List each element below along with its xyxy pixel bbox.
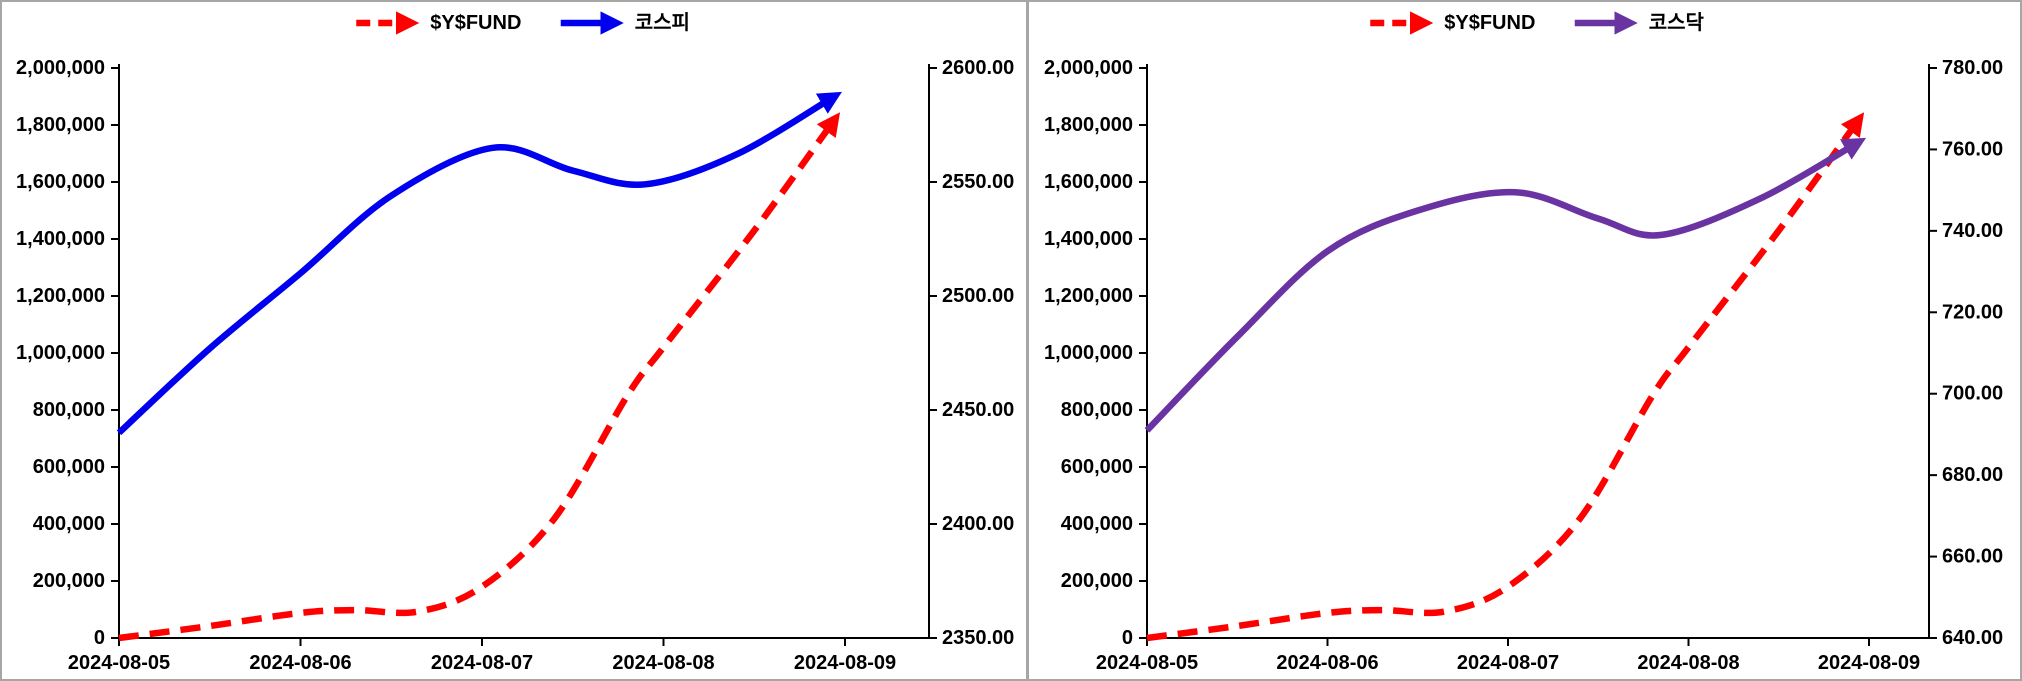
kosdaq-chart: 2,000,000 1,800,000 1,600,000 1,400,000 1,20… (1044, 11, 2003, 674)
left-y-tick-label: 800,000 (1061, 399, 1133, 421)
right-y-tick-label: 720.00 (1942, 301, 2003, 323)
left-y-tick-label: 200,000 (33, 570, 105, 592)
left-y-tick-label: 800,000 (33, 399, 105, 421)
left-y-tick-label: 1,400,000 (16, 228, 105, 250)
right-y-tick-label: 2350.00 (942, 627, 1014, 649)
left-y-tick-label: 1,000,000 (16, 342, 105, 364)
series-line-kospi (116, 91, 842, 436)
legend-label: 코스닥 (1649, 11, 1705, 34)
x-axis-tick-label: 2024-08-06 (249, 652, 351, 674)
kospi-chart-panel: 2,000,000 1,800,000 1,600,000 1,400,000 1,20… (2, 2, 1028, 679)
kospi-chart: 2,000,000 1,800,000 1,600,000 1,400,000 1,20… (16, 11, 1014, 674)
left-y-tick-label: 0 (1122, 627, 1133, 649)
right-y-tick-label: 2500.00 (942, 285, 1014, 307)
x-axis-tick-label: 2024-08-07 (1457, 652, 1559, 674)
x-axis-tick-label: 2024-08-08 (612, 652, 714, 674)
legend-label: $Y$FUND (1444, 12, 1535, 34)
kosdaq-chart-panel: 2,000,000 1,800,000 1,600,000 1,400,000 1,20… (1028, 2, 2020, 679)
left-y-tick-label: 600,000 (1061, 456, 1133, 478)
x-axis-tick-label: 2024-08-09 (794, 652, 896, 674)
right-y-tick-label: 660.00 (1942, 546, 2003, 568)
left-y-tick-label: 2,000,000 (1044, 57, 1133, 79)
x-axis-tick-label: 2024-08-05 (68, 652, 170, 674)
series-line-yfund (1146, 112, 1865, 642)
right-y-tick-label: 780.00 (1942, 57, 2003, 79)
left-y-tick-label: 1,600,000 (1044, 171, 1133, 193)
left-y-tick-label: 1,800,000 (16, 114, 105, 136)
left-y-tick-label: 1,200,000 (1044, 285, 1133, 307)
left-y-tick-label: 1,400,000 (1044, 228, 1133, 250)
right-y-tick-label: 640.00 (1942, 627, 2003, 649)
left-y-tick-label: 2,000,000 (16, 57, 105, 79)
right-y-tick-label: 2450.00 (942, 399, 1014, 421)
left-y-tick-label: 400,000 (33, 513, 105, 535)
right-y-tick-label: 2400.00 (942, 513, 1014, 535)
right-y-tick-label: 2600.00 (942, 57, 1014, 79)
series-line-kosdaq (1144, 137, 1867, 433)
left-y-tick-label: 200,000 (1061, 570, 1133, 592)
left-y-tick-label: 400,000 (1061, 513, 1133, 535)
x-axis-tick-label: 2024-08-05 (1096, 652, 1198, 674)
x-axis-tick-label: 2024-08-07 (431, 652, 533, 674)
series-line-yfund (118, 112, 841, 642)
left-y-tick-label: 1,200,000 (16, 285, 105, 307)
right-y-tick-label: 2550.00 (942, 171, 1014, 193)
legend-item-kospi: 코스피 (560, 11, 690, 35)
right-y-tick-label: 740.00 (1942, 220, 2003, 242)
left-y-tick-label: 1,600,000 (16, 171, 105, 193)
legend-label: $Y$FUND (430, 12, 521, 34)
left-y-tick-label: 600,000 (33, 456, 105, 478)
legend-label: 코스피 (635, 11, 690, 34)
left-y-tick-label: 0 (94, 627, 105, 649)
x-axis-tick-label: 2024-08-08 (1637, 652, 1739, 674)
right-y-tick-label: 760.00 (1942, 138, 2003, 160)
legend-item-yfund: $Y$FUND (1370, 11, 1535, 35)
left-y-tick-label: 1,000,000 (1044, 342, 1133, 364)
x-axis-tick-label: 2024-08-09 (1818, 652, 1920, 674)
legend-item-kosdaq: 코스닥 (1574, 11, 1705, 35)
right-y-tick-label: 680.00 (1942, 464, 2003, 486)
left-y-tick-label: 1,800,000 (1044, 114, 1133, 136)
legend-item-yfund: $Y$FUND (356, 11, 521, 35)
right-y-tick-label: 700.00 (1942, 383, 2003, 405)
x-axis-tick-label: 2024-08-06 (1276, 652, 1378, 674)
